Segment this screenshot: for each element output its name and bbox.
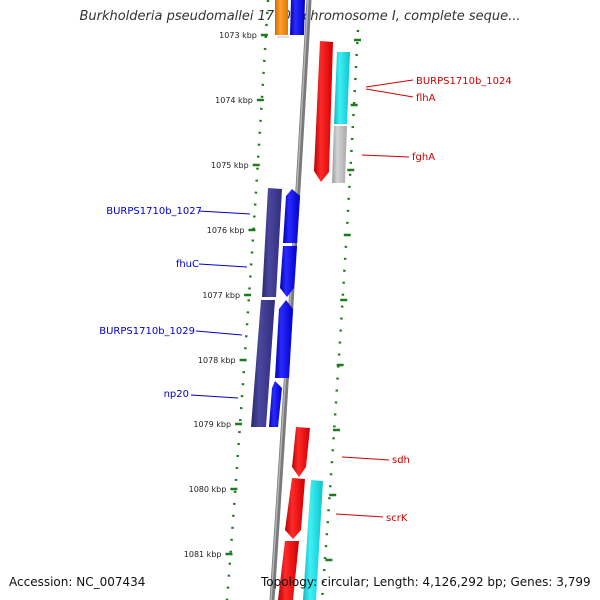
kbp-tick-label: 1080 kbp (189, 485, 227, 494)
feature-np20[interactable] (269, 381, 282, 427)
feature-navy-1[interactable] (262, 188, 282, 297)
feature-orange-top[interactable] (275, 0, 288, 35)
label-burps1710b-1024[interactable]: BURPS1710b_1024 (416, 76, 512, 87)
label-np20[interactable]: np20 (164, 389, 189, 400)
kbp-tick-label: 1081 kbp (184, 550, 222, 559)
feature-fgha[interactable] (332, 126, 347, 183)
kbp-tick-label: 1078 kbp (198, 356, 236, 365)
label-scrk[interactable]: scrK (386, 513, 408, 524)
genome-summary: Topology: circular; Length: 4,126,292 bp… (261, 575, 591, 589)
feature-sdh[interactable] (292, 427, 310, 477)
kbp-tick-label: 1077 kbp (202, 291, 240, 300)
feature-navy-2[interactable] (251, 300, 275, 427)
feature-blue-top[interactable] (290, 0, 305, 35)
kbp-tick-label: 1079 kbp (193, 420, 231, 429)
label-flha[interactable]: flhA (416, 93, 436, 104)
label-burps1710b-1027[interactable]: BURPS1710b_1027 (106, 206, 202, 217)
label-fhuc[interactable]: fhuC (176, 259, 199, 270)
kbp-tick-label: 1073 kbp (219, 31, 257, 40)
kbp-tick-label: 1076 kbp (207, 226, 245, 235)
feature-burps1710b-1027[interactable] (283, 189, 300, 243)
label-burps1710b-1029[interactable]: BURPS1710b_1029 (99, 326, 195, 337)
left-dotted-scale (225, 0, 270, 600)
feature-scrk-cyan[interactable] (303, 480, 323, 600)
accession-label: Accession: NC_007434 (9, 575, 146, 589)
feature-lavender-top (277, 36, 289, 38)
backbone (269, 0, 312, 600)
label-fgha[interactable]: fghA (412, 152, 435, 163)
label-connectors (190, 79, 414, 518)
label-sdh[interactable]: sdh (392, 455, 410, 466)
feature-scrk-red[interactable] (285, 478, 305, 539)
kbp-ticks: 1073 kbp 1074 kbp 1075 kbp 1076 kbp 1077 kbp… (184, 31, 361, 562)
kbp-tick-label: 1074 kbp (215, 96, 253, 105)
feature-fhuc[interactable] (280, 246, 297, 297)
feature-burps1710b-1024[interactable] (314, 41, 333, 182)
feature-flha[interactable] (334, 52, 350, 124)
right-dotted-scale (320, 29, 360, 600)
gene-labels: BURPS1710b_1027 fhuC BURPS1710b_1029 np2… (99, 76, 512, 524)
kbp-tick-label: 1075 kbp (211, 161, 249, 170)
feature-red-bottom[interactable] (278, 541, 299, 600)
feature-burps1710b-1029[interactable] (275, 300, 293, 378)
features (251, 0, 350, 600)
